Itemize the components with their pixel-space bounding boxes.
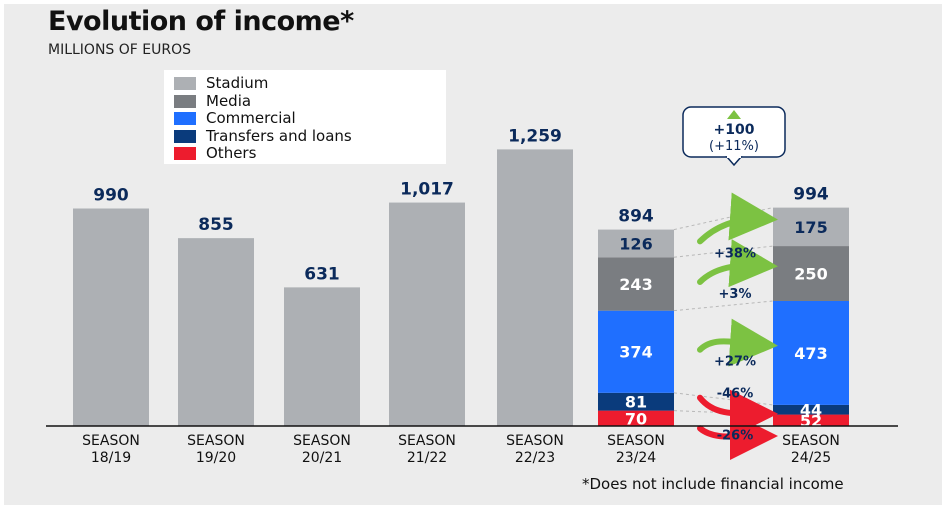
- segment-label-transfers: 81: [625, 393, 647, 412]
- bar: [389, 202, 465, 426]
- change-arrow-others: [697, 412, 778, 461]
- legend-item-commercial: Commercial: [174, 109, 296, 127]
- bar-segment-stadium: [773, 207, 849, 247]
- x-tick-label: 18/19: [91, 450, 131, 466]
- legend: Stadium Media Commercial Transfers and l…: [164, 70, 446, 164]
- connector-transfers: [673, 392, 774, 406]
- segment-label-commercial: 473: [794, 344, 827, 363]
- segment-label-media: 250: [794, 265, 827, 284]
- bar-segment-commercial: [598, 310, 674, 393]
- x-tick-label: 19/20: [196, 450, 236, 466]
- x-tick-label: 20/21: [302, 450, 342, 466]
- change-label-media: +3%: [719, 287, 752, 302]
- change-label-commercial: +27%: [714, 355, 756, 370]
- legend-swatch-media: [174, 94, 196, 108]
- legend-swatch-others: [174, 146, 196, 160]
- x-tick-label: SEASON: [607, 433, 665, 449]
- bar-segment-others: [598, 410, 674, 426]
- legend-swatch-commercial: [174, 111, 196, 125]
- bar-total-label: 1,017: [400, 180, 454, 200]
- bar: [73, 208, 149, 426]
- chart-subtitle: MILLIONS OF EUROS: [48, 42, 192, 58]
- x-tick-label: SEASON: [187, 433, 245, 449]
- x-tick-label: SEASON: [398, 433, 456, 449]
- legend-label-others: Others: [206, 144, 257, 162]
- bar-segment-media: [773, 246, 849, 301]
- legend-swatch-transfers: [174, 129, 196, 143]
- x-tick-label: SEASON: [293, 433, 351, 449]
- bar-total-label: 894: [618, 207, 654, 227]
- connector-commercial: [673, 300, 774, 312]
- segment-label-media: 243: [619, 275, 652, 294]
- legend-item-media: Media: [174, 92, 252, 110]
- change-label-others: -26%: [717, 428, 754, 443]
- total-change-callout: +100 (+11%): [682, 106, 786, 167]
- x-tick-label: SEASON: [782, 433, 840, 449]
- footnote: *Does not include financial income: [582, 475, 844, 493]
- legend-item-others: Others: [174, 144, 257, 162]
- segment-label-stadium: 126: [619, 234, 652, 253]
- chart-title: Evolution of income*: [48, 6, 354, 37]
- legend-swatch-stadium: [174, 76, 196, 90]
- callout-value: +100: [714, 122, 755, 138]
- change-label-stadium: +38%: [714, 246, 756, 261]
- bar: [497, 149, 573, 426]
- bar-total-label: 994: [793, 185, 829, 205]
- bar: [178, 238, 254, 426]
- change-arrow-commercial: [697, 318, 778, 367]
- x-tick-label: SEASON: [506, 433, 564, 449]
- change-label-transfers: -46%: [717, 387, 754, 402]
- bar-segment-others: [773, 414, 849, 426]
- legend-label-commercial: Commercial: [206, 109, 296, 127]
- bar-segment-stadium: [598, 229, 674, 258]
- legend-label-transfers: Transfers and loans: [206, 127, 352, 145]
- legend-item-transfers: Transfers and loans: [174, 127, 352, 145]
- segment-label-stadium: 175: [794, 218, 827, 237]
- change-arrow-stadium: [697, 192, 778, 245]
- x-tick-label: 21/22: [407, 450, 447, 466]
- segment-label-transfers: 44: [800, 401, 822, 420]
- bar: [284, 287, 360, 426]
- segment-label-others: 70: [625, 409, 647, 428]
- callout-up-icon: [727, 110, 741, 119]
- bar-total-label: 855: [198, 215, 234, 235]
- bar-total-label: 1,259: [508, 126, 562, 146]
- bar-total-label: 990: [93, 185, 129, 205]
- bar-segment-transfers: [598, 392, 674, 411]
- bar-segment-transfers: [773, 404, 849, 415]
- connector-media: [673, 245, 774, 258]
- callout-percent: (+11%): [709, 139, 759, 154]
- legend-item-stadium: Stadium: [174, 74, 269, 92]
- x-tick-label: 24/25: [791, 450, 831, 466]
- bar-segment-commercial: [773, 300, 849, 405]
- legend-label-stadium: Stadium: [206, 74, 269, 92]
- x-tick-label: SEASON: [82, 433, 140, 449]
- bar-segment-media: [598, 257, 674, 311]
- legend-label-media: Media: [206, 92, 252, 110]
- segment-label-commercial: 374: [619, 343, 652, 362]
- x-tick-label: 23/24: [616, 450, 656, 466]
- x-tick-label: 22/23: [515, 450, 555, 466]
- bar-total-label: 631: [304, 264, 340, 284]
- change-arrow-media: [697, 239, 778, 288]
